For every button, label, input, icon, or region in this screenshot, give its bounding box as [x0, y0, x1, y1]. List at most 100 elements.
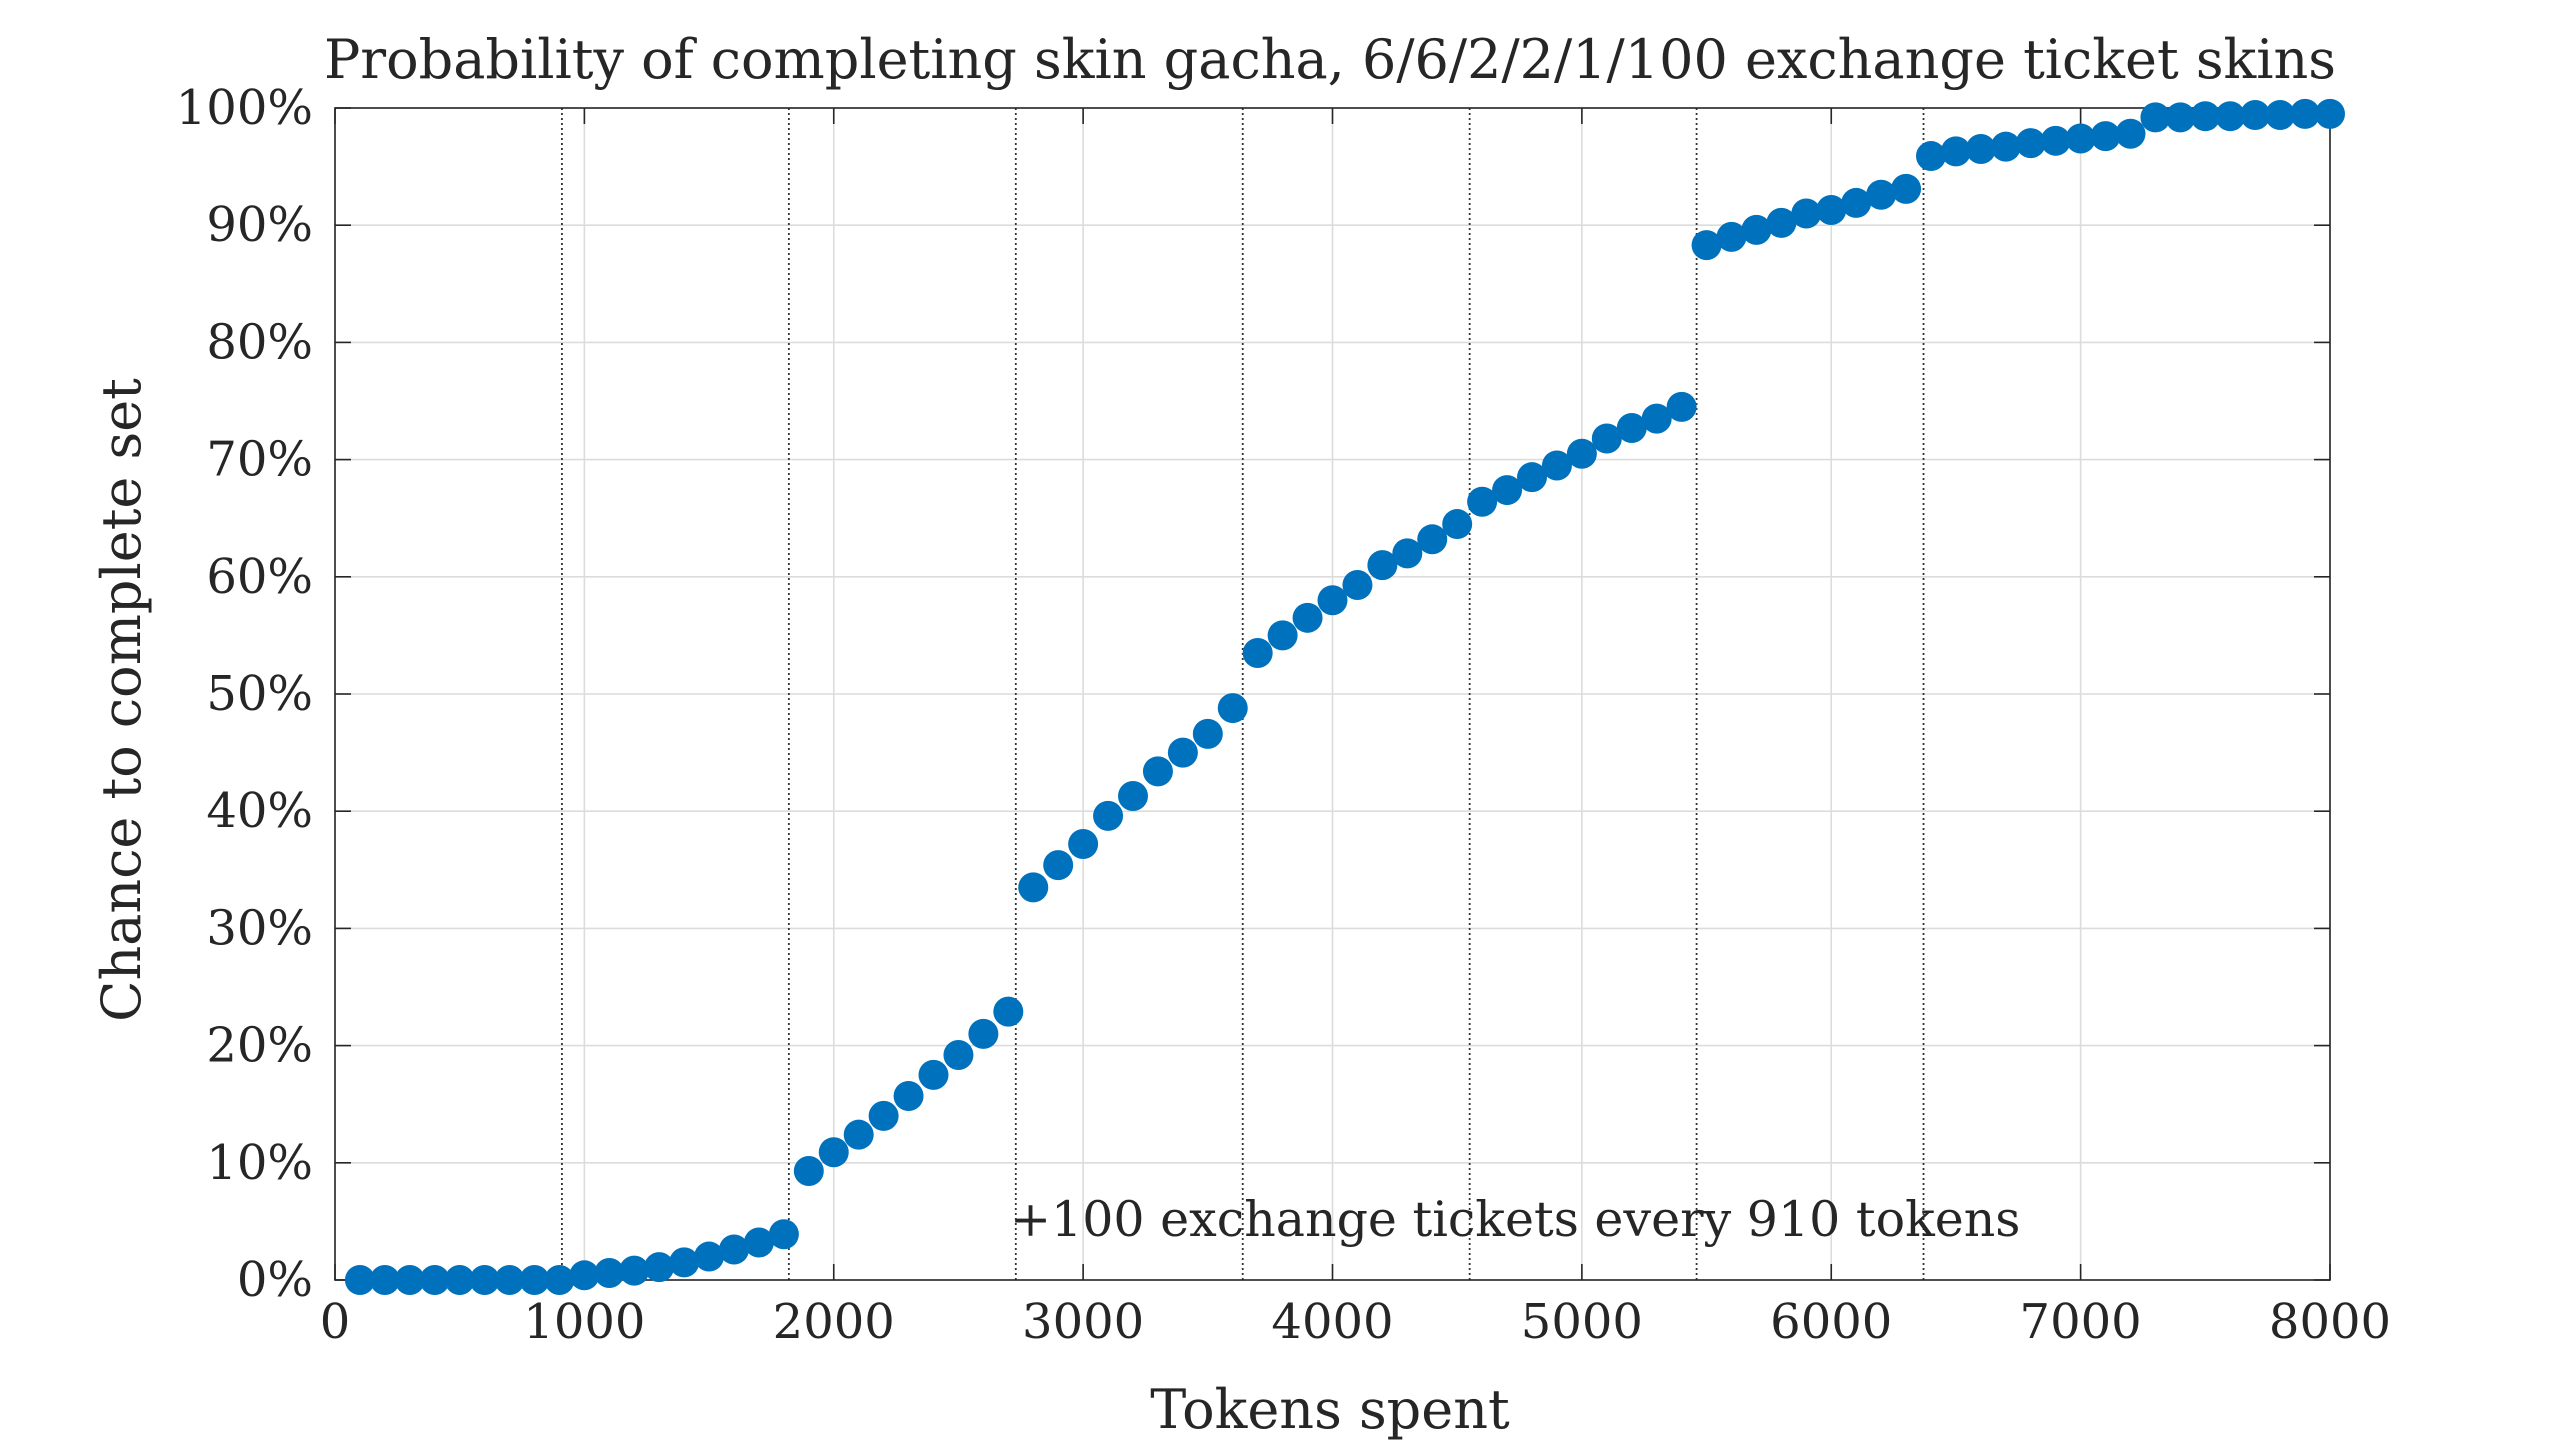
data-point — [2290, 98, 2321, 129]
annotation-text: +100 exchange tickets every 910 tokens — [1010, 1191, 2020, 1248]
data-point — [868, 1100, 899, 1131]
data-point — [1841, 187, 1872, 218]
data-point — [2140, 102, 2171, 133]
data-point — [2215, 101, 2246, 132]
y-tick-label: 30% — [206, 900, 313, 956]
data-point — [594, 1257, 625, 1288]
x-tick-label: 4000 — [1271, 1294, 1393, 1350]
data-point — [1242, 637, 1273, 668]
data-point — [2065, 123, 2096, 154]
data-point — [394, 1265, 425, 1295]
data-point — [793, 1156, 824, 1187]
data-point — [2040, 125, 2071, 156]
x-tick-label: 3000 — [1022, 1294, 1144, 1350]
data-point — [893, 1080, 924, 1111]
data-point — [669, 1247, 700, 1278]
data-point — [469, 1265, 500, 1295]
data-point — [519, 1265, 550, 1295]
data-point — [1866, 179, 1897, 210]
y-tick-label: 10% — [206, 1135, 313, 1191]
data-point — [2315, 98, 2345, 129]
data-point — [544, 1265, 575, 1295]
data-point — [1018, 872, 1049, 903]
data-point — [1816, 194, 1847, 225]
data-point — [369, 1265, 400, 1295]
data-point — [2115, 118, 2146, 149]
data-point — [843, 1119, 874, 1150]
x-tick-label: 7000 — [2020, 1294, 2142, 1350]
data-point — [2090, 121, 2121, 152]
y-tick-label: 0% — [237, 1252, 313, 1308]
data-point — [1442, 509, 1473, 540]
data-point — [1791, 198, 1822, 229]
data-point — [993, 996, 1024, 1027]
y-tick-label: 60% — [206, 549, 313, 605]
data-point — [1467, 486, 1498, 517]
x-tick-label: 2000 — [773, 1294, 895, 1350]
data-point — [1990, 131, 2021, 162]
data-point — [918, 1059, 949, 1090]
data-point — [1891, 173, 1922, 204]
data-point — [2265, 100, 2296, 131]
data-point — [1317, 585, 1348, 616]
data-point — [1192, 718, 1223, 749]
data-point — [1916, 141, 1946, 172]
point-layer — [344, 98, 2345, 1295]
y-tick-label: 20% — [206, 1018, 313, 1074]
data-point — [344, 1265, 375, 1295]
data-point — [419, 1265, 450, 1295]
data-point — [1691, 230, 1722, 261]
data-point — [818, 1137, 849, 1168]
data-point — [1666, 391, 1697, 422]
data-point — [1417, 524, 1448, 555]
chart-title: Probability of completing skin gacha, 6/… — [324, 28, 2336, 91]
data-point — [1766, 207, 1797, 238]
y-tick-label: 90% — [206, 197, 313, 253]
data-point — [1093, 800, 1124, 831]
x-tick-label: 5000 — [1521, 1294, 1643, 1350]
y-tick-label: 80% — [206, 314, 313, 370]
data-point — [1043, 850, 1074, 881]
x-axis-label: Tokens spent — [1150, 1378, 1510, 1440]
data-point — [2190, 101, 2221, 132]
data-point — [1716, 221, 1747, 252]
y-tick-label: 70% — [206, 432, 313, 488]
data-point — [1741, 214, 1772, 245]
data-point — [1118, 780, 1148, 811]
data-point — [1142, 756, 1173, 787]
data-point — [943, 1039, 974, 1070]
data-point — [1566, 438, 1597, 469]
data-point — [2165, 102, 2196, 133]
data-point — [569, 1260, 600, 1291]
vertical-line-layer — [561, 108, 1925, 1280]
y-tick-label: 50% — [206, 666, 313, 722]
data-point — [494, 1265, 525, 1295]
data-point — [1940, 136, 1971, 167]
x-tick-label: 0 — [320, 1294, 351, 1350]
data-point — [694, 1241, 725, 1272]
data-point — [1167, 737, 1198, 768]
data-point — [1292, 602, 1323, 633]
data-point — [1541, 450, 1572, 481]
data-point — [1591, 423, 1622, 454]
y-tick-label: 100% — [176, 80, 313, 136]
data-point — [2015, 128, 2046, 159]
data-point — [1492, 475, 1523, 506]
data-point — [719, 1234, 749, 1265]
data-point — [1217, 693, 1248, 724]
y-axis-label: Chance to complete set — [90, 378, 153, 1022]
data-point — [644, 1252, 675, 1283]
data-point — [1367, 550, 1398, 581]
data-point — [1267, 620, 1298, 651]
data-point — [1068, 829, 1099, 860]
x-tick-label: 8000 — [2269, 1294, 2391, 1350]
x-tick-label: 6000 — [1770, 1294, 1892, 1350]
y-tick-label: 40% — [206, 783, 313, 839]
data-point — [1965, 134, 1996, 165]
data-point — [619, 1255, 650, 1286]
data-point — [743, 1227, 774, 1258]
data-point — [968, 1018, 999, 1049]
data-point — [1517, 462, 1547, 493]
